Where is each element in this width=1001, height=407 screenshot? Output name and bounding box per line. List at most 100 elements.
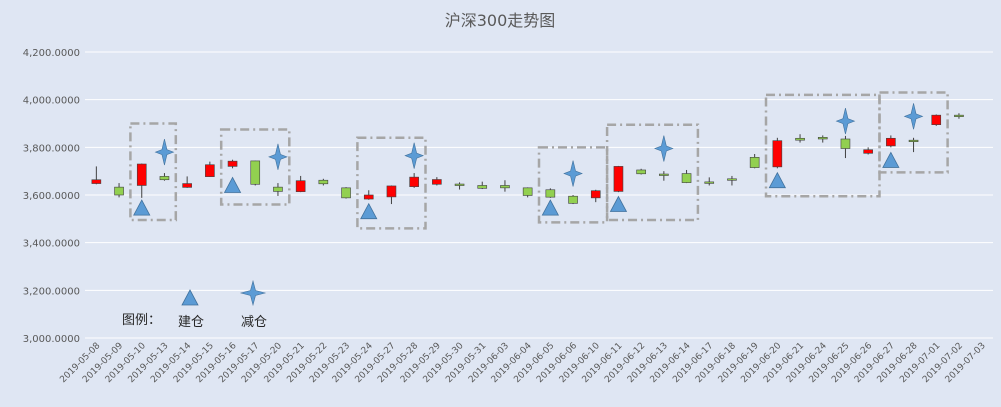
highlight-box — [878, 91, 949, 174]
y-tick-label: 3,600.0000 — [23, 191, 80, 202]
candle — [772, 137, 783, 169]
y-tick-label: 3,800.0000 — [23, 143, 80, 154]
highlight-box — [537, 146, 609, 224]
candle — [636, 168, 646, 175]
candle — [386, 185, 397, 205]
candle — [409, 173, 419, 188]
candle — [545, 188, 556, 198]
buy-marker — [882, 151, 900, 168]
candle — [182, 176, 192, 188]
candle-body — [749, 157, 760, 168]
candle-body — [136, 163, 147, 186]
candle-body — [432, 179, 442, 185]
candle — [159, 173, 170, 181]
legend-buy-label: 建仓 — [178, 315, 204, 330]
candle-body — [500, 185, 510, 189]
trade-markers — [133, 103, 924, 220]
y-tick-label: 3,200.0000 — [23, 286, 80, 297]
candle-body — [409, 176, 419, 187]
candle — [91, 166, 102, 185]
legend: 图例： 建仓 减仓 — [122, 279, 267, 330]
candle-body — [817, 137, 828, 140]
legend-title: 图例： — [122, 313, 161, 328]
candle-body — [477, 185, 488, 189]
highlight-box — [356, 136, 427, 230]
candle — [704, 177, 715, 186]
candle — [954, 113, 964, 119]
candle — [477, 181, 488, 190]
candle-body — [795, 137, 805, 141]
candle — [295, 175, 306, 193]
candle — [522, 187, 533, 198]
buy-marker — [223, 176, 242, 193]
candle — [886, 135, 896, 148]
candle-body — [613, 166, 624, 192]
candle — [432, 177, 442, 186]
sell-marker — [154, 139, 175, 166]
candle — [500, 180, 510, 192]
candle — [114, 183, 124, 198]
x-axis-tick-labels: 2019-05-082019-05-092019-05-102019-05-13… — [58, 341, 987, 385]
candle — [590, 189, 601, 203]
candle-body — [205, 164, 215, 177]
highlight-boxes — [129, 91, 949, 230]
highlight-box — [129, 122, 178, 222]
candle-body — [863, 149, 873, 154]
candle-body — [250, 160, 261, 185]
candle — [136, 163, 147, 198]
candle — [863, 147, 873, 155]
legend-sell-label: 减仓 — [241, 315, 267, 330]
candle-body — [273, 186, 283, 192]
candle-body — [522, 187, 533, 196]
candle — [681, 169, 692, 184]
sell-marker — [404, 142, 424, 169]
candle-body — [681, 173, 692, 183]
candle-body — [727, 178, 737, 181]
sell-marker — [654, 135, 674, 162]
legend-buy-triangle-icon — [181, 289, 199, 306]
buy-marker — [609, 195, 628, 212]
candle-body — [886, 137, 896, 147]
candle — [727, 175, 737, 186]
y-tick-label: 4,200.0000 — [23, 48, 80, 59]
candle-body — [659, 173, 669, 176]
candle-body — [545, 189, 556, 198]
y-axis-tick-labels: 3,000.0000 3,200.0000 3,400.0000 3,600.0000… — [23, 48, 80, 345]
candle-body — [386, 185, 397, 198]
candle-body — [295, 180, 306, 192]
candle — [250, 160, 261, 186]
legend-sell-star-icon — [239, 279, 267, 307]
highlight-box — [605, 123, 700, 222]
sell-marker — [563, 160, 583, 187]
candle-body — [772, 140, 783, 168]
candle-body — [590, 190, 601, 199]
candle — [363, 190, 374, 200]
candlesticks — [91, 113, 964, 205]
candle-body — [908, 139, 919, 142]
buy-marker — [133, 199, 151, 216]
candle — [659, 171, 669, 181]
sell-marker — [903, 103, 924, 130]
candle — [840, 135, 851, 159]
y-tick-label: 4,000.0000 — [23, 96, 80, 107]
candle-body — [227, 160, 238, 167]
candle-body — [840, 138, 851, 149]
highlight-box — [764, 93, 881, 198]
buy-marker — [541, 199, 560, 216]
candle-body — [91, 179, 102, 184]
candle — [908, 137, 919, 153]
candle — [568, 195, 578, 205]
y-tick-label: 3,400.0000 — [23, 239, 80, 250]
candle-body — [954, 114, 964, 117]
chart-title: 沪深300走势图 — [445, 11, 556, 30]
candle — [454, 182, 465, 190]
highlight-box — [219, 128, 291, 206]
candle — [817, 135, 828, 143]
candle-body — [341, 187, 351, 199]
candle — [341, 187, 351, 199]
candle-body — [568, 195, 578, 204]
candle-body — [636, 169, 646, 175]
candle — [749, 154, 760, 169]
candle-body — [704, 181, 715, 184]
